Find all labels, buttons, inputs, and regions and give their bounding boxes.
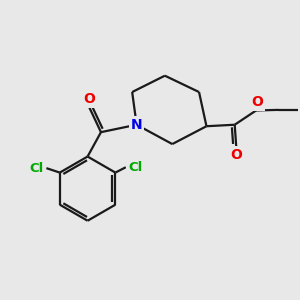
Text: Cl: Cl bbox=[30, 162, 44, 175]
Text: O: O bbox=[83, 92, 95, 106]
Text: Cl: Cl bbox=[128, 161, 142, 174]
Text: O: O bbox=[252, 95, 263, 110]
Text: O: O bbox=[230, 148, 242, 162]
Text: N: N bbox=[131, 118, 142, 132]
